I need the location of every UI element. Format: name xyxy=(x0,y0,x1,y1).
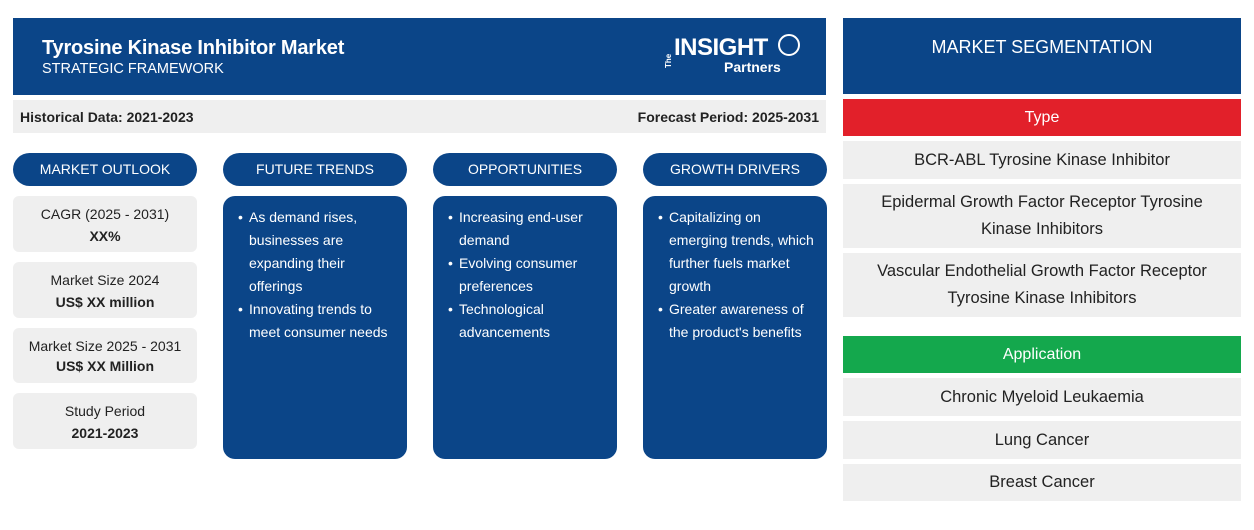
segmentation-title: MARKET SEGMENTATION xyxy=(843,18,1241,94)
list-item: Capitalizing on emerging trends, which f… xyxy=(658,206,819,298)
stat-label: CAGR (2025 - 2031) xyxy=(40,206,170,222)
market-outlook-header: MARKET OUTLOOK xyxy=(13,153,197,186)
list-item: As demand rises, businesses are expandin… xyxy=(238,206,399,298)
segment-item: Breast Cancer xyxy=(843,464,1241,501)
stat-value: US$ XX million xyxy=(55,294,155,310)
list-item: Technological advancements xyxy=(448,298,609,344)
list-item: Increasing end-user demand xyxy=(448,206,609,252)
stat-market-size-2024: Market Size 2024 US$ XX million xyxy=(13,262,197,318)
segment-application-header: Application xyxy=(843,336,1241,373)
opportunities-card: Increasing end-user demand Evolving cons… xyxy=(433,196,617,459)
segment-item: BCR-ABL Tyrosine Kinase Inhibitor xyxy=(843,141,1241,179)
stat-label: Study Period xyxy=(64,403,146,419)
stat-label: Market Size 2024 xyxy=(50,272,160,288)
future-trends-card: As demand rises, businesses are expandin… xyxy=(223,196,407,459)
logo-the: The xyxy=(664,53,673,68)
period-bar: Historical Data: 2021-2023 Forecast Peri… xyxy=(13,100,826,133)
stat-label: Market Size 2025 - 2031 xyxy=(28,338,182,354)
list-item: Greater awareness of the product's benef… xyxy=(658,298,819,344)
title-banner: Tyrosine Kinase Inhibitor Market STRATEG… xyxy=(13,18,826,95)
segment-item: Epidermal Growth Factor Receptor Tyrosin… xyxy=(843,184,1241,248)
page-title: Tyrosine Kinase Inhibitor Market xyxy=(42,37,345,59)
list-item: Evolving consumer preferences xyxy=(448,252,609,298)
growth-drivers-card: Capitalizing on emerging trends, which f… xyxy=(643,196,827,459)
future-trends-header: FUTURE TRENDS xyxy=(223,153,407,186)
historical-data: Historical Data: 2021-2023 xyxy=(20,109,194,125)
stat-cagr: CAGR (2025 - 2031) XX% xyxy=(13,196,197,252)
logo-partners: Partners xyxy=(724,59,781,75)
insight-partners-logo: The INSIGHT Partners xyxy=(664,34,804,84)
segment-item: Lung Cancer xyxy=(843,421,1241,459)
list-item: Innovating trends to meet consumer needs xyxy=(238,298,399,344)
logo-ring-icon xyxy=(778,34,800,56)
segment-item: Chronic Myeloid Leukaemia xyxy=(843,378,1241,416)
stat-value: XX% xyxy=(89,228,121,244)
stat-value: US$ XX Million xyxy=(55,358,154,374)
segment-item: Vascular Endothelial Growth Factor Recep… xyxy=(843,253,1241,317)
logo-insight: INSIGHT xyxy=(674,34,768,61)
segment-type-header: Type xyxy=(843,99,1241,136)
forecast-period: Forecast Period: 2025-2031 xyxy=(637,109,819,125)
stat-market-size-forecast: Market Size 2025 - 2031 US$ XX Million xyxy=(13,328,197,383)
opportunities-header: OPPORTUNITIES xyxy=(433,153,617,186)
growth-drivers-header: GROWTH DRIVERS xyxy=(643,153,827,186)
stat-value: 2021-2023 xyxy=(71,425,139,441)
page-subtitle: STRATEGIC FRAMEWORK xyxy=(42,61,224,77)
stat-study-period: Study Period 2021-2023 xyxy=(13,393,197,449)
